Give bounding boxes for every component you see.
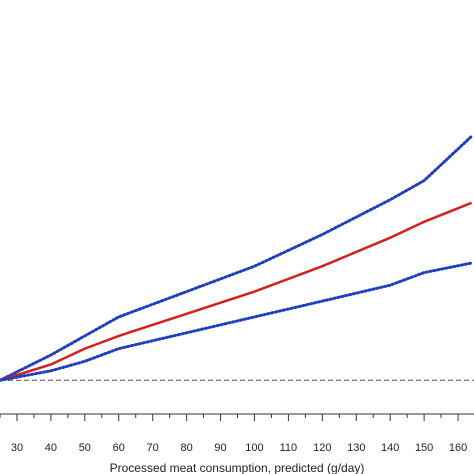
x-tick-label: 110 <box>280 442 298 454</box>
confidence-line <box>0 134 474 382</box>
x-tick-label: 80 <box>180 442 192 454</box>
x-tick-label: 150 <box>415 442 433 454</box>
x-axis-title: Processed meat consumption, predicted (g… <box>110 461 365 474</box>
x-tick-label: 160 <box>449 442 467 454</box>
x-tick-label: 130 <box>347 442 365 454</box>
x-tick-label: 40 <box>45 442 57 454</box>
x-tick-label: 120 <box>313 442 331 454</box>
confidence-line <box>0 261 474 382</box>
x-tick-label: 70 <box>147 442 159 454</box>
x-tick-label: 90 <box>214 442 226 454</box>
x-tick-label: 60 <box>113 442 125 454</box>
x-tick-label: 140 <box>381 442 399 454</box>
x-tick-label: 30 <box>11 442 23 454</box>
estimate-line <box>0 201 473 382</box>
x-tick-label: 50 <box>79 442 91 454</box>
x-tick-label: 100 <box>245 442 263 454</box>
